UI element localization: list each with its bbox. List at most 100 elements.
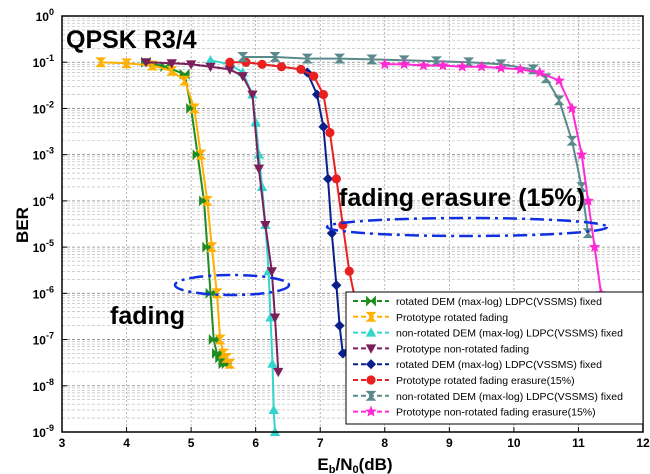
data-point	[260, 221, 271, 231]
data-point	[398, 58, 410, 70]
data-point	[456, 60, 468, 72]
legend-label: non-rotated DEM (max-log) LDPC(VSSMS) fi…	[396, 328, 623, 340]
legend-marker	[365, 344, 377, 354]
data-point	[553, 74, 565, 86]
data-point	[417, 59, 430, 71]
y-tick-label: 10-9	[33, 423, 54, 440]
axis-ticks: 3 4 5 6 7 8 9 10 11 12 10-9 10-8 10-7 10-6 10-5 10-4 10-…	[33, 7, 650, 450]
legend-marker	[365, 327, 377, 337]
legend-label: Prototype non-rotated fading erasure(15%…	[396, 407, 596, 419]
legend-marker	[366, 295, 376, 307]
legend-entry: non-rotated DEM (max-log) LDPC(VSSMS) fi…	[353, 391, 623, 403]
data-point	[566, 102, 578, 114]
legend-box	[345, 291, 644, 425]
data-point	[267, 358, 278, 368]
data-point	[334, 320, 345, 331]
series-layer	[95, 52, 617, 437]
y-axis-label: BER	[13, 207, 32, 243]
data-point	[575, 148, 588, 160]
data-point	[533, 66, 546, 78]
data-point	[205, 54, 216, 65]
legend: rotated DEM (max-log) LDPC(VSSMS) fixed P…	[345, 291, 644, 425]
y-tick-label: 10-5	[33, 238, 54, 255]
data-point	[188, 103, 200, 114]
data-point	[195, 149, 207, 160]
y-tick-label: 10-6	[33, 284, 54, 301]
data-point	[211, 288, 223, 299]
legend-entry: rotated DEM (max-log) LDPC(VSSMS) fixed	[353, 295, 602, 308]
data-point	[253, 164, 265, 174]
data-point	[237, 52, 249, 62]
data-point	[201, 195, 213, 206]
data-point	[205, 62, 216, 73]
data-point	[309, 71, 319, 81]
y-tick-label: 10-2	[33, 99, 54, 116]
x-tick-label: 3	[59, 436, 66, 450]
data-point	[495, 61, 507, 73]
x-tick-label: 10	[507, 436, 521, 450]
legend-marker	[365, 390, 377, 401]
legend-entry: Prototype rotated fading	[353, 312, 508, 324]
ellipse-fading	[173, 273, 291, 297]
legend-label: rotated DEM (max-log) LDPC(VSSMS) fixed	[396, 296, 602, 308]
data-point	[166, 59, 177, 69]
data-point	[214, 334, 226, 345]
legend-marker	[365, 405, 377, 417]
x-tick-label: 7	[317, 436, 324, 450]
y-tick-label: 100	[36, 7, 54, 24]
data-point	[576, 182, 588, 192]
y-tick-label: 10-3	[33, 146, 54, 163]
legend-marker	[365, 359, 377, 370]
plot-frame	[61, 15, 644, 433]
data-point	[437, 59, 449, 71]
ellipse-fading-erasure	[325, 216, 609, 238]
data-point	[582, 194, 594, 206]
data-point	[225, 57, 235, 67]
data-point	[268, 404, 279, 414]
series-line	[306, 72, 350, 356]
data-point	[121, 58, 133, 69]
data-point	[185, 60, 197, 70]
legend-label: Prototype rotated fading erasure(15%)	[396, 375, 575, 387]
data-point	[553, 95, 565, 106]
legend-entry: Prototype non-rotated fading erasure(15%…	[353, 405, 596, 419]
data-point	[95, 57, 107, 68]
x-tick-label: 12	[636, 436, 650, 450]
chart-title: QPSK R3/4	[66, 26, 197, 54]
annotation-fading: fading	[110, 302, 185, 330]
data-point	[582, 228, 594, 239]
data-point	[318, 89, 329, 100]
data-point	[325, 128, 335, 138]
data-point	[588, 241, 601, 253]
x-tick-label: 8	[381, 436, 388, 450]
data-point	[296, 64, 306, 74]
legend-entry: rotated DEM (max-log) LDPC(VSSMS) fixed	[353, 359, 602, 371]
legend-label: Prototype rotated fading	[396, 312, 508, 324]
x-tick-label: 9	[446, 436, 453, 450]
data-point	[269, 313, 281, 323]
data-point	[366, 54, 378, 65]
data-point	[379, 58, 391, 70]
legend-marker	[366, 375, 376, 385]
y-tick-label: 10-7	[33, 331, 54, 348]
series-1	[95, 57, 236, 369]
data-point	[273, 367, 284, 378]
y-tick-label: 10-4	[33, 192, 54, 209]
legend-marker	[365, 311, 377, 322]
data-point	[179, 75, 191, 86]
data-point	[257, 59, 267, 69]
data-point	[566, 135, 578, 146]
data-point	[301, 53, 313, 64]
data-point	[318, 121, 329, 132]
x-tick-label: 6	[252, 436, 259, 450]
data-point	[166, 65, 178, 76]
legend-entry: Prototype non-rotated fading	[353, 343, 529, 355]
legend-entries: rotated DEM (max-log) LDPC(VSSMS) fixed P…	[353, 295, 623, 419]
data-point	[334, 53, 346, 64]
data-point	[344, 266, 354, 276]
data-point	[276, 62, 287, 72]
x-axis-label: Eb/N0(dB)	[317, 455, 392, 474]
x-tick-label: 11	[572, 436, 585, 450]
series-line	[210, 59, 276, 433]
